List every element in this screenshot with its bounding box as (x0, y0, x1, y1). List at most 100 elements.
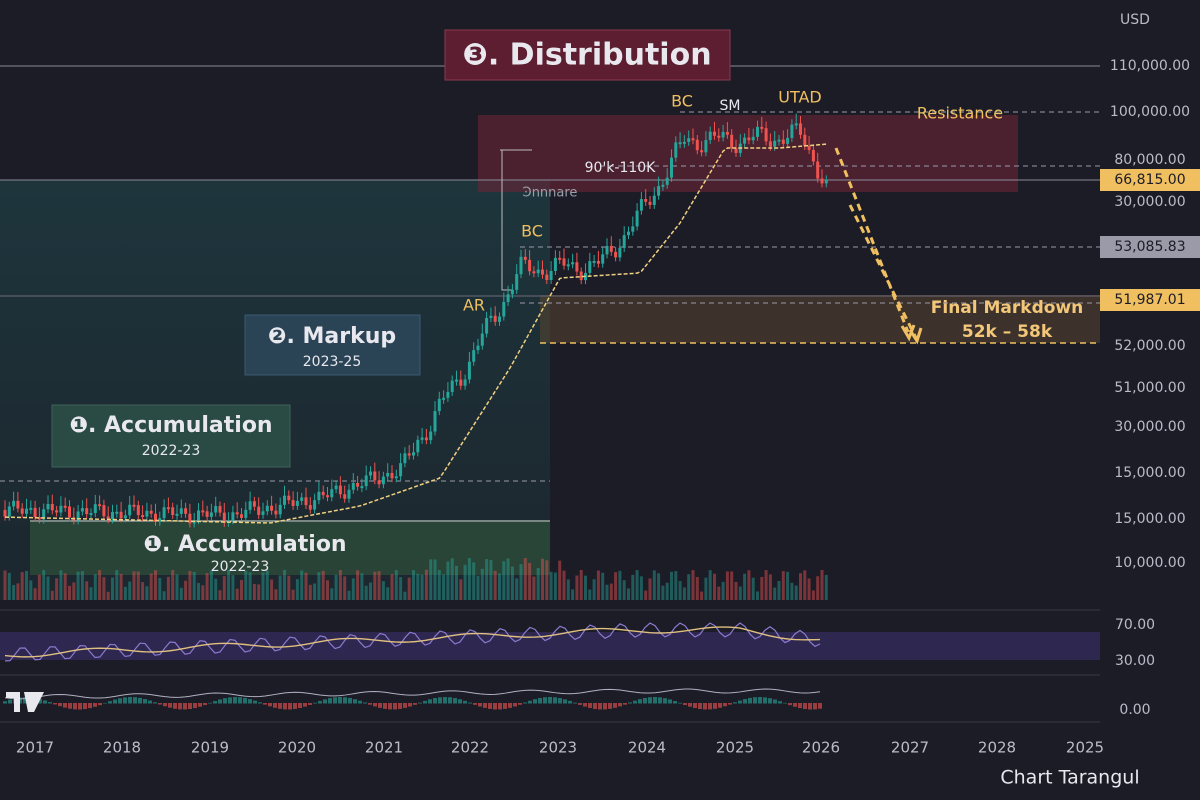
volume-bar (291, 589, 295, 600)
macd-bar (23, 697, 27, 704)
volume-bar (467, 558, 471, 600)
macd-bar (293, 703, 297, 709)
candle (678, 142, 682, 145)
candle (472, 350, 476, 362)
candle (33, 507, 37, 518)
macd-bar (478, 703, 482, 707)
candle (20, 508, 24, 514)
candle (575, 262, 579, 272)
macd-bar (433, 698, 437, 704)
macd-bar (788, 703, 792, 706)
candle (631, 226, 635, 232)
candle (416, 439, 420, 453)
macd-bar (643, 697, 647, 704)
volume-bar (618, 570, 622, 600)
candle (356, 483, 360, 487)
candle (76, 511, 80, 521)
macd-bar (408, 703, 412, 707)
volume-bar (687, 574, 691, 600)
candle (665, 177, 669, 185)
candle (485, 317, 489, 334)
volume-bar (171, 570, 175, 600)
candle (510, 289, 514, 295)
macd-bar (148, 700, 152, 704)
volume-bar (519, 564, 523, 600)
macd-bar (473, 703, 477, 705)
volume-bar (403, 591, 407, 600)
candle (768, 141, 772, 147)
macd-bar (128, 697, 132, 704)
volume-bar (553, 572, 557, 600)
indicator-label: 0.00 (1119, 702, 1150, 718)
volume-bar (605, 584, 609, 600)
indicator-label: 70.00 (1115, 617, 1155, 633)
candle (493, 315, 497, 322)
macd-bar (508, 703, 512, 708)
candle (274, 510, 278, 515)
candle (85, 508, 89, 514)
candle (820, 178, 824, 184)
candle (360, 486, 364, 489)
candle (816, 161, 820, 179)
year-label: 2026 (802, 739, 840, 757)
candle (566, 264, 570, 267)
candle (803, 134, 807, 147)
macd-bar (383, 703, 387, 709)
macd-bar (368, 703, 372, 705)
macd-bar (358, 700, 362, 704)
macd-bar (163, 703, 167, 707)
volume-bar (609, 583, 613, 600)
candle (123, 515, 127, 519)
candle (553, 257, 557, 271)
macd-bar (193, 703, 197, 709)
macd-bar (548, 697, 552, 704)
volume-bar (678, 581, 682, 600)
candle (231, 512, 235, 521)
candle (377, 480, 381, 485)
macd-bar (498, 703, 502, 710)
candle (446, 391, 450, 398)
volume-bar (381, 581, 385, 600)
moving-average (4, 143, 827, 524)
candle (601, 254, 605, 264)
candle (420, 437, 424, 440)
volume-bar (360, 573, 364, 600)
macd-bar (83, 703, 87, 710)
macd-bar (453, 698, 457, 704)
macd-bar (443, 697, 447, 704)
macd-bar (753, 697, 757, 704)
volume-bar (575, 575, 579, 600)
volume-bar (412, 570, 415, 600)
macd-bar (613, 703, 617, 708)
candle (747, 137, 751, 141)
volume-bar (420, 574, 424, 600)
bc-mid-label: BC (521, 222, 543, 241)
volume-bar (695, 577, 699, 600)
macd-bar (173, 703, 177, 709)
macd-bar (528, 700, 532, 704)
candle (257, 506, 261, 515)
macd-bar (588, 703, 592, 708)
volume-bar (175, 574, 179, 600)
volume-bar (68, 585, 71, 600)
volume-bar (63, 573, 67, 600)
candle (558, 257, 562, 260)
volume-bar (132, 571, 136, 600)
macd-bar (783, 702, 787, 704)
candle (291, 500, 295, 506)
volume-bar (235, 588, 239, 600)
macd-bar (343, 697, 347, 704)
candle (244, 509, 248, 518)
accumulation-title: ❶. Accumulation (69, 413, 272, 438)
year-label: 2017 (16, 739, 54, 757)
candle (532, 271, 536, 274)
accumulation-years: 2022-23 (142, 443, 201, 459)
volume-bar (80, 571, 84, 600)
macd-bar (778, 701, 782, 704)
candle (373, 471, 377, 481)
macd-bar (593, 703, 597, 709)
volume-bar (338, 570, 342, 600)
macd-bar (583, 703, 587, 707)
volume-bar (751, 577, 755, 600)
